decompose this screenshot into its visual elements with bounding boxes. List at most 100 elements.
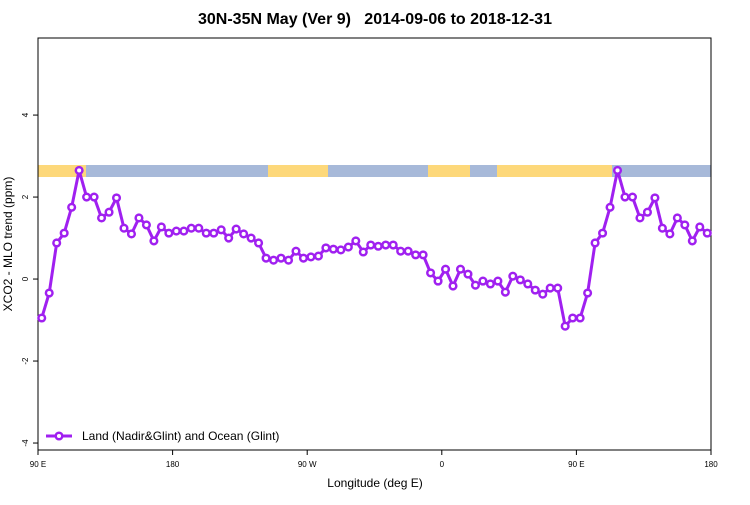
data-point xyxy=(134,213,144,223)
data-point xyxy=(209,228,219,238)
data-point xyxy=(351,236,361,246)
data-point xyxy=(500,287,510,297)
x-tick-label: 0 xyxy=(440,460,445,469)
data-point xyxy=(283,255,294,265)
data-point xyxy=(426,268,436,278)
data-point xyxy=(82,192,92,202)
data-point xyxy=(89,192,99,202)
x-tick-label: 90 E xyxy=(30,460,46,469)
data-point xyxy=(545,283,555,293)
x-tick-label: 180 xyxy=(166,460,180,469)
data-point xyxy=(620,192,630,202)
data-point xyxy=(605,202,615,212)
data-point xyxy=(336,245,346,255)
data-point xyxy=(149,236,159,246)
data-point xyxy=(411,250,421,260)
data-point xyxy=(74,165,84,175)
data-point xyxy=(702,228,712,238)
data-point xyxy=(67,202,77,212)
data-point xyxy=(366,240,376,250)
data-point xyxy=(306,252,316,262)
data-point xyxy=(485,279,495,289)
data-point xyxy=(171,226,181,236)
data-point xyxy=(126,229,137,239)
data-point xyxy=(246,233,256,243)
data-point xyxy=(508,271,518,281)
y-axis-label: XCO2 - MLO trend (ppm) xyxy=(1,177,15,312)
data-point xyxy=(575,313,585,323)
data-point xyxy=(538,289,548,299)
data-point xyxy=(52,238,62,248)
data-point xyxy=(239,229,249,239)
data-point xyxy=(455,264,466,274)
data-point xyxy=(403,246,413,256)
land-ocean-strip xyxy=(38,165,711,177)
land-band xyxy=(38,165,86,177)
data-point xyxy=(627,192,638,202)
y-tick-label: -4 xyxy=(21,439,30,447)
data-point xyxy=(358,247,368,257)
data-point xyxy=(141,220,151,230)
data-point xyxy=(194,223,204,233)
data-point xyxy=(418,250,428,260)
data-point xyxy=(388,240,398,250)
y-tick-label: 2 xyxy=(21,194,30,199)
data-point xyxy=(515,275,525,285)
data-point xyxy=(59,228,69,238)
data-point xyxy=(224,233,234,243)
data-point xyxy=(672,213,682,223)
data-point xyxy=(119,223,129,233)
data-point xyxy=(201,228,211,238)
data-point xyxy=(97,213,107,223)
data-point xyxy=(396,246,406,256)
data-point xyxy=(448,281,458,291)
land-band xyxy=(268,165,328,177)
data-point xyxy=(568,313,578,323)
data-point xyxy=(343,242,353,252)
data-point xyxy=(583,288,593,298)
data-point xyxy=(269,255,279,265)
data-point xyxy=(530,285,540,295)
data-point xyxy=(261,253,271,263)
data-point xyxy=(590,238,600,248)
data-point xyxy=(463,269,473,279)
data-point xyxy=(254,238,264,248)
legend-label: Land (Nadir&Glint) and Ocean (Glint) xyxy=(82,429,279,443)
data-point xyxy=(523,279,533,289)
data-point xyxy=(186,223,196,233)
data-point xyxy=(650,193,660,203)
data-point xyxy=(695,222,705,232)
land-band xyxy=(497,165,612,177)
data-point xyxy=(373,241,383,251)
data-point xyxy=(433,276,443,286)
data-point xyxy=(156,222,166,232)
data-point xyxy=(470,280,481,290)
data-point xyxy=(231,224,241,234)
x-tick-label: 180 xyxy=(704,460,718,469)
data-point xyxy=(680,220,690,230)
data-point xyxy=(298,253,309,263)
data-point xyxy=(642,207,652,217)
x-axis-label: Longitude (deg E) xyxy=(327,476,422,490)
data-point xyxy=(37,313,47,323)
data-point xyxy=(478,276,488,286)
data-point xyxy=(687,236,697,246)
data-point xyxy=(553,283,563,293)
data-point xyxy=(493,276,503,286)
data-point xyxy=(560,321,570,331)
data-point xyxy=(179,226,189,236)
legend-marker xyxy=(54,431,64,441)
data-point xyxy=(635,213,645,223)
data-point xyxy=(381,240,391,250)
data-point xyxy=(598,228,608,238)
y-tick-label: -2 xyxy=(21,357,30,365)
data-point xyxy=(164,228,174,238)
data-point xyxy=(612,165,623,175)
data-point xyxy=(44,288,54,298)
y-tick-label: 4 xyxy=(21,112,30,117)
data-point xyxy=(216,225,226,235)
data-point xyxy=(657,223,667,233)
data-point xyxy=(665,229,675,239)
x-tick-label: 90 E xyxy=(568,460,584,469)
